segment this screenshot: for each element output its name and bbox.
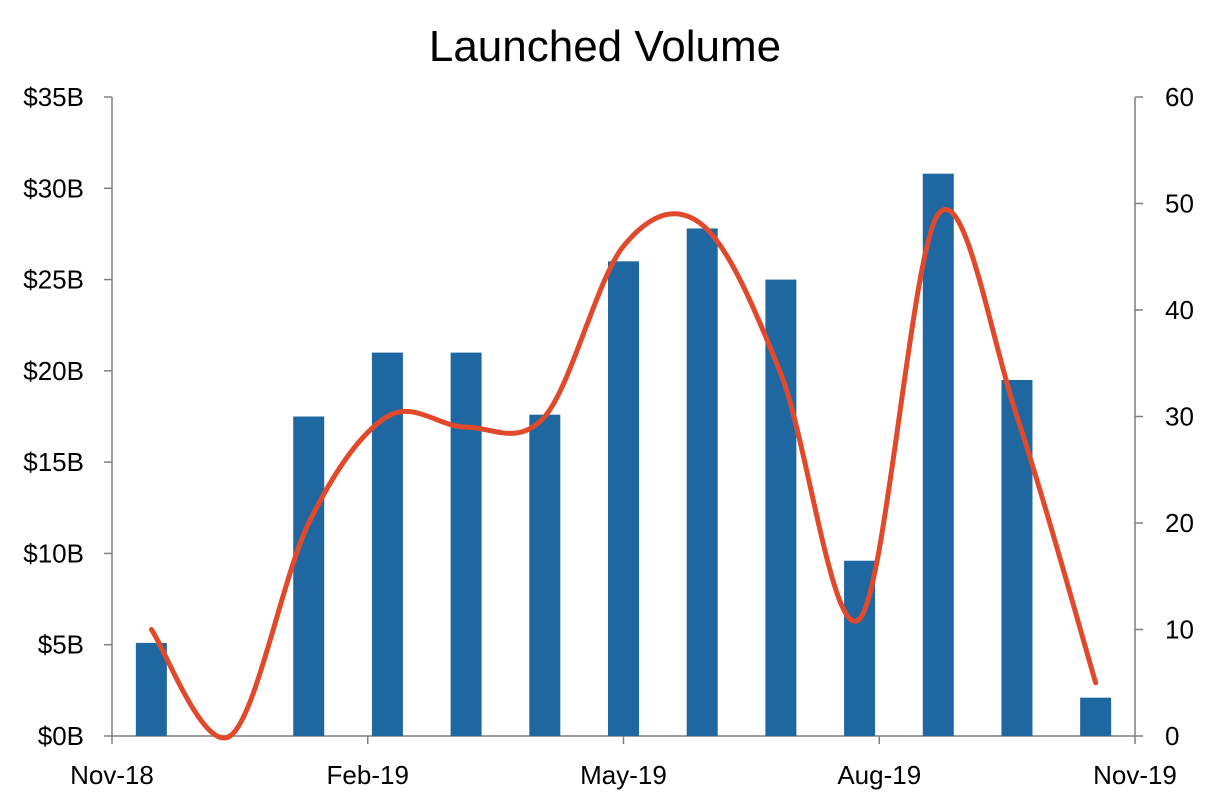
y-right-tick-label: 20 [1165,508,1194,538]
x-tick-label: Nov-19 [1093,760,1177,790]
y-left-tick-label: $25B [23,265,84,295]
x-tick-label: May-19 [580,760,667,790]
y-right-tick-label: 0 [1165,721,1179,751]
y-right-tick-label: 50 [1165,189,1194,219]
x-tick-label: Aug-19 [837,760,921,790]
y-right-tick-label: 40 [1165,295,1194,325]
y-left-tick-label: $5B [38,630,84,660]
bar [1080,697,1112,736]
y-left-tick-label: $10B [23,538,84,568]
y-right-tick-label: 10 [1165,615,1194,645]
y-right-tick-label: 60 [1165,82,1194,112]
line-series [148,207,1099,741]
x-tick-label: Nov-18 [70,760,154,790]
bar [686,228,718,737]
bar [765,279,797,736]
y-left-tick-label: $15B [23,447,84,477]
bar [1001,379,1033,736]
bar [922,173,954,736]
y-left-tick-label: $0B [38,721,84,751]
y-left-tick-label: $30B [23,173,84,203]
y-left-tick-label: $35B [23,82,84,112]
chart-title: Launched Volume [428,22,782,71]
bar [450,352,482,736]
x-tick-label: Feb-19 [327,760,409,790]
bar [293,416,325,736]
bar [608,261,639,736]
y-right-tick-label: 30 [1165,402,1194,432]
bar [529,414,561,736]
bar [135,642,167,736]
y-left-tick-label: $20B [23,356,84,386]
